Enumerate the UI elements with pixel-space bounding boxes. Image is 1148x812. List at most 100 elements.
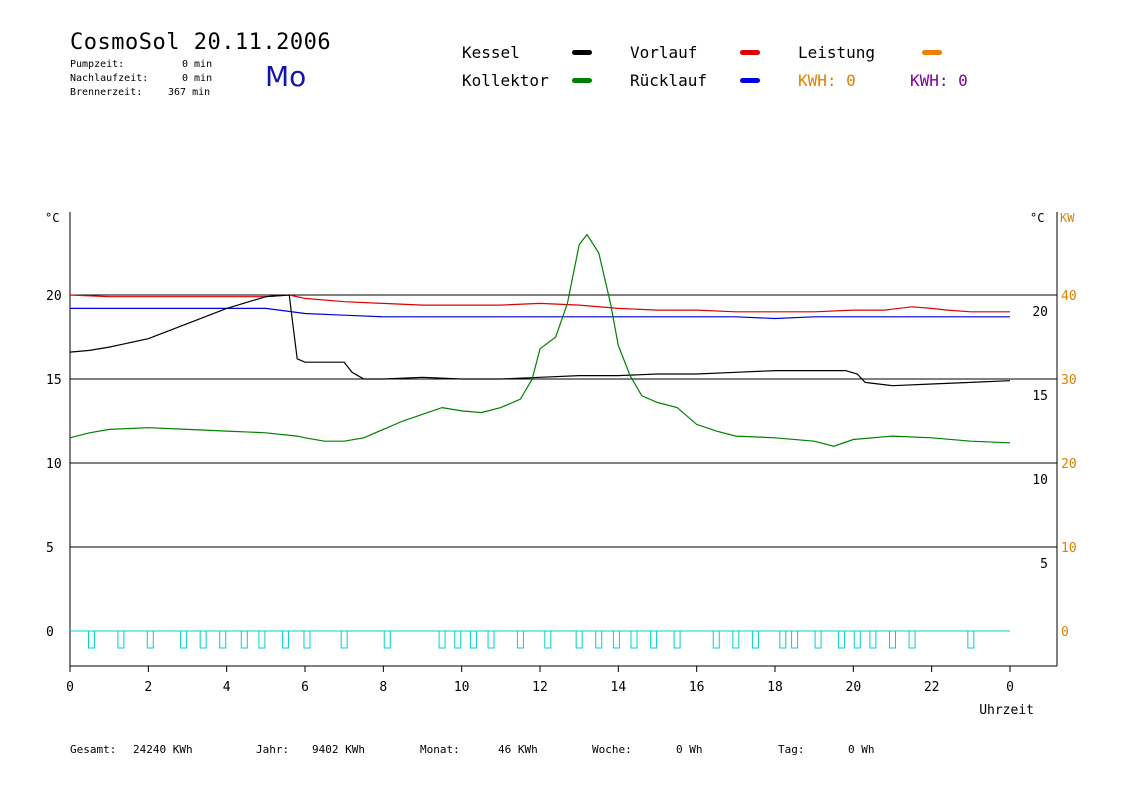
pump-pulse (383, 630, 391, 649)
stat-brennerzeit-value: 367 min (168, 87, 211, 98)
pump-pulse (544, 630, 552, 649)
x-tick-label: 10 (454, 680, 470, 695)
y-left-tick-label: 20 (46, 289, 62, 304)
legend-ruecklauf-label: Rücklauf (630, 71, 708, 90)
footer-monat-label: Monat: (420, 743, 460, 756)
x-tick-label: 18 (767, 680, 783, 695)
y-left-tick-label: 0 (46, 625, 54, 640)
y-axis-right-temp-unit: °C (1030, 211, 1044, 225)
y-axis-left-unit: °C (45, 211, 59, 225)
pump-pulse (438, 630, 446, 649)
footer-woche-label: Woche: (592, 743, 632, 756)
pump-pulse (575, 630, 583, 649)
series-line-kollektor (69, 233, 1011, 447)
footer-gesamt-label: Gesamt: (70, 743, 117, 756)
x-tick-label: 8 (379, 680, 387, 695)
legend-kessel-swatch (572, 50, 592, 55)
pump-pulse (199, 630, 207, 649)
pump-pulse (838, 630, 846, 649)
footer-monat-value: 46 KWh (498, 743, 538, 756)
pump-pulse (219, 630, 227, 649)
y-left-tick-label: 5 (46, 541, 54, 556)
pump-pulse (180, 630, 188, 649)
y-right-power-tick-label: 0 (1061, 625, 1069, 640)
pump-pulse (779, 630, 787, 649)
y-left-tick-label: 15 (46, 373, 62, 388)
legend-kwh-total: KWH: 0 (910, 71, 968, 90)
y-right-power-tick-label: 30 (1061, 373, 1077, 388)
pump-pulse (967, 630, 975, 649)
pump-pulse (612, 630, 620, 649)
legend-vorlauf-swatch (740, 50, 760, 55)
series-line-rcklauf (70, 307, 1010, 320)
legend-leistung-swatch (922, 50, 942, 55)
legend-ruecklauf-swatch (740, 78, 760, 83)
stat-pumpzeit-label: Pumpzeit: (70, 59, 125, 70)
stat-nachlaufzeit-label: Nachlaufzeit: (70, 73, 149, 84)
footer-jahr-value: 9402 KWh (312, 743, 365, 756)
x-tick-label: 22 (924, 680, 940, 695)
pump-pulse (117, 630, 125, 649)
pump-pulse (712, 630, 720, 649)
pump-pulse (595, 630, 603, 649)
pump-pulse (454, 630, 462, 649)
pump-pulse (88, 630, 96, 649)
x-tick-label: 0 (66, 680, 74, 695)
footer-gesamt-value: 24240 KWh (133, 743, 193, 756)
pump-pulse (240, 630, 248, 649)
pump-pulse (791, 630, 799, 649)
y-left-tick-label: 10 (46, 457, 62, 472)
y-right-power-tick-label: 20 (1061, 457, 1077, 472)
legend-kollektor-swatch (572, 78, 592, 83)
legend-kwh-power: KWH: 0 (798, 71, 856, 90)
x-tick-label: 0 (1006, 680, 1014, 695)
stat-nachlaufzeit-value: 0 min (182, 73, 213, 84)
y-right-temp-tick-label: 15 (1032, 389, 1048, 404)
x-tick-label: 6 (301, 680, 309, 695)
y-right-power-tick-label: 10 (1061, 541, 1077, 556)
pump-pulse (853, 630, 861, 649)
pump-pulse (630, 630, 638, 649)
legend-kollektor-label: Kollektor (462, 71, 549, 90)
pump-pulse (751, 630, 759, 649)
footer-woche-value: 0 Wh (676, 743, 703, 756)
pump-pulse (469, 630, 477, 649)
series-line-vorlauf (69, 294, 1010, 313)
footer-tag-label: Tag: (778, 743, 805, 756)
footer-tag-value: 0 Wh (848, 743, 875, 756)
legend-leistung-label: Leistung (798, 43, 876, 62)
pump-pulse (908, 630, 916, 649)
y-right-temp-tick-label: 5 (1040, 557, 1048, 572)
x-tick-label: 2 (144, 680, 152, 695)
pump-pulse (281, 630, 289, 649)
x-axis-label: Uhrzeit (979, 703, 1034, 718)
stat-brennerzeit-label: Brennerzeit: (70, 87, 143, 98)
y-right-power-tick-label: 40 (1061, 289, 1077, 304)
pump-pulse (732, 630, 740, 649)
y-right-temp-tick-label: 20 (1032, 305, 1048, 320)
x-tick-label: 4 (223, 680, 231, 695)
pump-pulse (814, 630, 822, 649)
legend-vorlauf-label: Vorlauf (630, 43, 698, 62)
pump-pulse (889, 630, 896, 649)
pump-pulse (487, 630, 495, 649)
y-right-temp-tick-label: 10 (1032, 473, 1048, 488)
stat-pumpzeit-value: 0 min (182, 59, 213, 70)
y-axis-right-power-unit: KW (1060, 211, 1075, 225)
legend-kessel-label: Kessel (462, 43, 520, 62)
pump-pulse (303, 630, 311, 649)
pump-pulse (516, 630, 524, 649)
footer-jahr-label: Jahr: (256, 743, 290, 756)
pump-pulse (673, 630, 681, 649)
pump-pulse (869, 630, 877, 649)
pump-pulse (650, 630, 658, 649)
pump-pulse (340, 630, 348, 649)
pump-pulse (258, 630, 266, 649)
weekday-label: Mo (265, 60, 307, 93)
pump-pulse (146, 630, 154, 649)
x-tick-label: 16 (689, 680, 705, 695)
x-tick-label: 12 (532, 680, 548, 695)
series-line-kessel (69, 294, 1011, 387)
x-tick-label: 14 (611, 680, 627, 695)
